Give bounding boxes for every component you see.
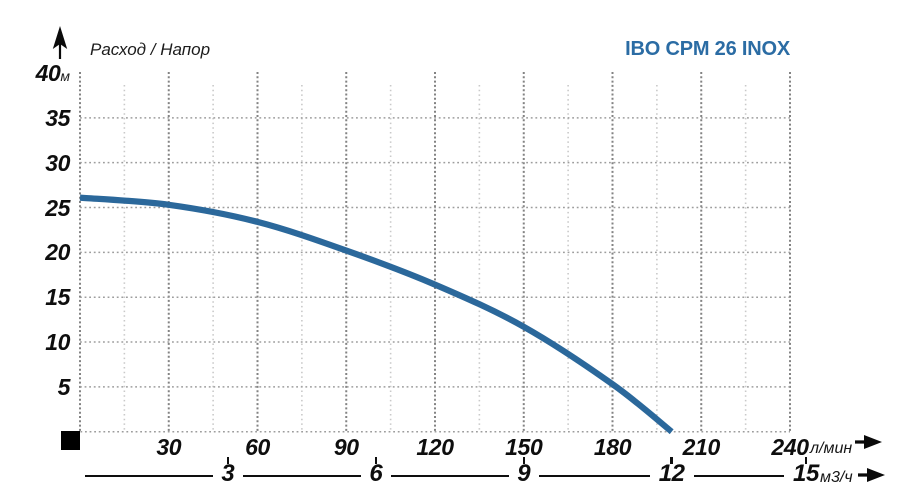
x2-unit-label: м3/ч xyxy=(820,469,853,486)
x-tick-label: 90 xyxy=(333,434,359,460)
x-tick-label: 120 xyxy=(416,434,454,460)
x2-axis-segment xyxy=(242,474,361,477)
y-tick-label: 15 xyxy=(45,284,70,311)
y-axis-title: Расход / Напор xyxy=(90,40,211,59)
y-tick-label: 30 xyxy=(45,149,70,176)
x-unit-label: л/мин xyxy=(810,440,853,457)
x2-tick-label: 3 xyxy=(221,460,235,487)
y-tick-label: 5 xyxy=(57,373,71,400)
origin-marker xyxy=(61,431,80,450)
x2-tick-label: 15 xyxy=(793,460,819,487)
pump-curve xyxy=(79,194,674,435)
x2-tick-label: 12 xyxy=(658,460,685,487)
y-tick-label: 35 xyxy=(45,104,70,131)
y-axis-arrow-icon xyxy=(52,26,68,59)
x2-tick-label: 6 xyxy=(369,460,383,487)
x-tick-label: 210 xyxy=(682,434,721,460)
x2-axis-segment xyxy=(693,474,784,477)
x2-tick-mark xyxy=(670,457,673,464)
x2-tick-mark xyxy=(804,457,808,464)
y-tick-label: 10 xyxy=(45,329,70,356)
x2-axis-segment xyxy=(390,474,509,477)
x2-tick-label: 9 xyxy=(517,460,531,487)
x2-axis-segment xyxy=(538,474,650,477)
x2-axis-segment xyxy=(85,474,213,477)
x-axis-arrow-icon xyxy=(855,435,882,449)
x-tick-label: 180 xyxy=(593,434,632,460)
x2-axis-arrow-icon xyxy=(858,468,885,482)
x2-tick-mark xyxy=(374,457,378,464)
y-unit-label: м xyxy=(60,68,70,84)
y-tick-label: 20 xyxy=(45,239,70,266)
x2-tick-mark xyxy=(226,457,230,464)
chart-title: IBO CPM 26 INOX xyxy=(625,38,790,60)
y-tick-label: 40м xyxy=(35,60,70,86)
x2-tick-mark xyxy=(522,457,525,464)
y-tick-label: 25 xyxy=(45,194,70,221)
x-tick-label: 30 xyxy=(156,434,182,460)
x-tick-label: 240 xyxy=(771,434,809,460)
x-tick-label: 60 xyxy=(245,434,270,460)
x-tick-label: 150 xyxy=(505,434,543,460)
